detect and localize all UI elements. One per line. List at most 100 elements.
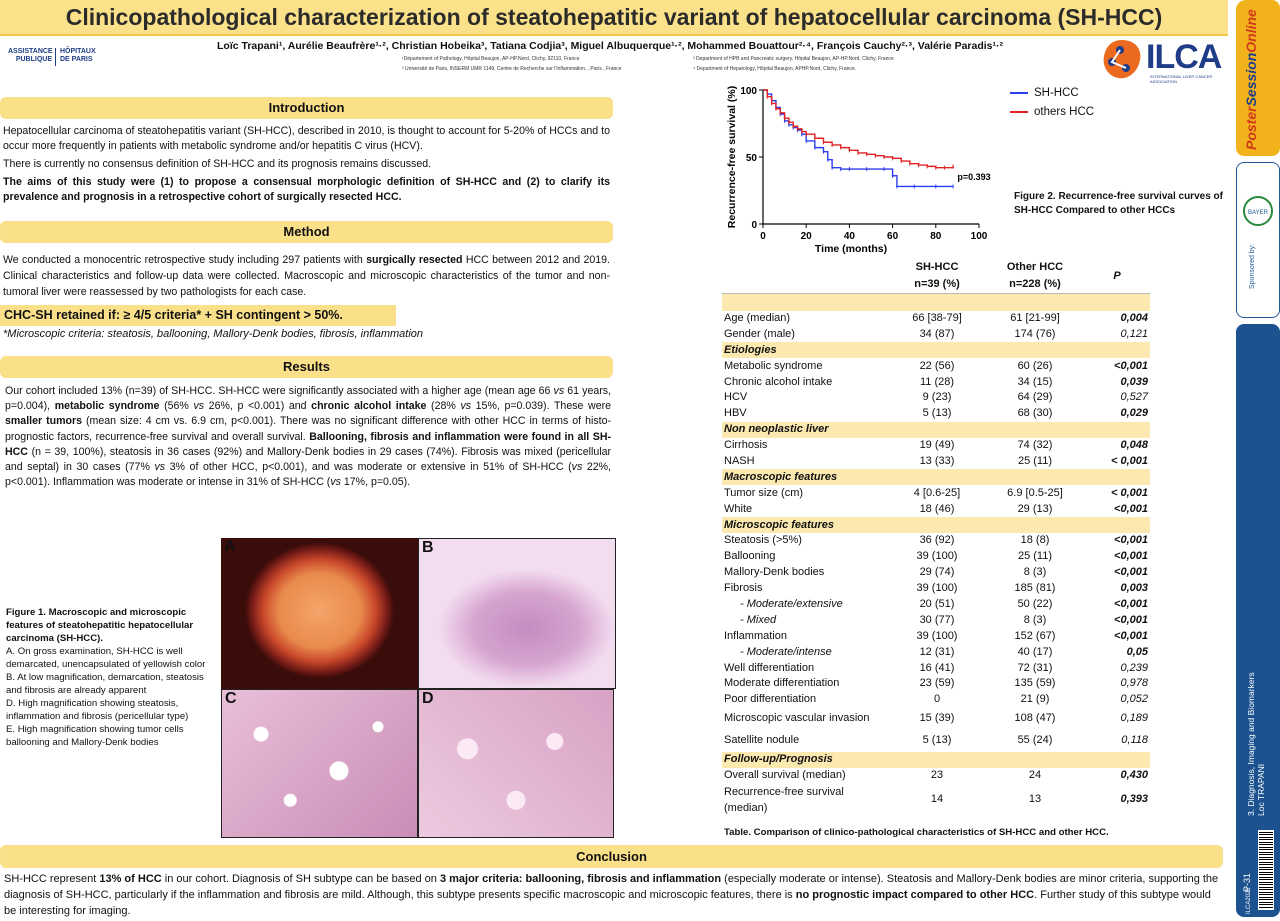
table-row: Tumor size (cm) 4 [0.6-25] 6.9 [0.5-25] < 0… xyxy=(722,485,1150,501)
intro-paragraph-1: Hepatocellular carcinoma of steatohepati… xyxy=(3,125,610,152)
table-header-sh-hcc-n: n=39 (%) xyxy=(914,278,960,290)
table-cell-other-hcc: 108 (47) xyxy=(1014,712,1056,725)
table-header-row: SH-HCC n=39 (%) Other HCC n=228 (%) P xyxy=(722,259,1150,294)
bayer-logo-text: BAYER xyxy=(1248,210,1269,216)
sidebar-brand-3: Online xyxy=(1243,9,1259,53)
conclusion-c4: 3 major criteria: ballooning, fibrosis a… xyxy=(439,873,722,885)
table-cell-p: < 0,001 xyxy=(1110,454,1148,467)
method-text-a: We conducted a monocentric retrospective… xyxy=(3,254,367,266)
table-cell-label: Well differentiation xyxy=(724,661,815,674)
table-cell-sh-hcc: 4 [0.6-25] xyxy=(913,486,961,499)
method-heading: Method xyxy=(0,221,613,243)
table-section-label: Follow-up/Prognosis xyxy=(722,751,1150,768)
table-cell-sh-hcc: 23 xyxy=(930,769,944,782)
sidebar-sponsor-panel: BAYER Sponsored by: xyxy=(1236,162,1280,318)
p-value-annotation: p=0.393 xyxy=(957,172,990,182)
conclusion-text: SH-HCC represent 13% of HCC in our cohor… xyxy=(4,871,1226,919)
table-header-blank xyxy=(722,259,888,294)
table-cell-p: <0,001 xyxy=(1114,597,1148,610)
table-cell-label: Poor differentiation xyxy=(724,693,817,706)
table-cell-other-hcc: 6.9 [0.5-25] xyxy=(1007,486,1063,499)
results-t17: 3% of other HCC, p<0.001), and was moder… xyxy=(165,461,572,474)
photo-d-label: D xyxy=(422,690,434,707)
y-axis-label: Recurrence-free survival (%) xyxy=(726,86,738,228)
survival-chart: 0 20 40 60 80 100 0 50 100 Time (months) Recurrenc… xyxy=(726,86,991,255)
table-header-other-hcc: Other HCC n=228 (%) xyxy=(986,259,1084,294)
legend-item-sh-hcc: SH-HCC xyxy=(1010,84,1094,103)
conclusion-c2: 13% of HCC xyxy=(99,873,162,885)
results-t21: 17%, p=0.05). xyxy=(340,476,411,489)
intro-paragraph-2: There is currently no consensus definiti… xyxy=(3,158,432,170)
y-tick-label: 100 xyxy=(740,86,757,97)
conclusion-c3: in our cohort. Diagnosis of SH subtype c… xyxy=(161,873,440,885)
table-cell-label: Moderate differentiation xyxy=(724,677,840,690)
table-cell-p: 0,978 xyxy=(1120,677,1148,690)
table-header-other-hcc-label: Other HCC xyxy=(1006,261,1064,273)
results-t15: (n = 39, 100%), steatosis in 36 cases (9… xyxy=(5,445,611,474)
table-cell-label: Ballooning xyxy=(724,550,776,563)
series-line-1 xyxy=(763,89,954,169)
table-cell-other-hcc: 55 (24) xyxy=(1017,734,1053,747)
table-caption: Table. Comparison of clinico-pathologica… xyxy=(724,827,1109,838)
results-t12: smaller tumors xyxy=(5,415,82,428)
photo-c-high-magnification: C xyxy=(221,689,418,838)
aphp-logo-divider xyxy=(55,48,56,66)
table-row: Recurrence-free survival (median) 14 13 0,3… xyxy=(722,784,1150,816)
table-row: Metabolic syndrome 22 (56) 60 (26) <0,001 xyxy=(722,358,1150,374)
table-cell-sh-hcc: 18 (46) xyxy=(919,502,955,515)
table-cell-sh-hcc: 5 (13) xyxy=(922,407,952,420)
aphp-logo: ASSISTANCE PUBLIQUE HÔPITAUX DE PARIS xyxy=(8,48,114,70)
table-cell-other-hcc: 61 [21-99] xyxy=(1010,311,1060,324)
table-cell-p: <0,001 xyxy=(1114,534,1148,547)
table-section-label: Etiologies xyxy=(722,342,1150,359)
table-row: - Moderate/extensive 20 (51) 50 (22) <0,001 xyxy=(722,597,1150,613)
y-tick-label: 50 xyxy=(746,153,758,164)
results-t16: vs xyxy=(154,461,166,474)
table-header-p: P xyxy=(1084,259,1150,294)
table-cell-p: < 0,001 xyxy=(1110,486,1148,499)
table-row: - Moderate/intense 12 (31) 40 (17) 0,05 xyxy=(722,644,1150,660)
table-cell-other-hcc: 174 (76) xyxy=(1014,327,1056,340)
x-tick-label: 60 xyxy=(887,231,899,242)
affiliation-1: ¹Département of Pathology, Hôpital Beauj… xyxy=(402,56,580,62)
table-cell-p: <0,001 xyxy=(1114,613,1148,626)
table-cell-other-hcc: 64 (29) xyxy=(1017,391,1053,404)
table-cell-other-hcc: 50 (22) xyxy=(1017,597,1053,610)
table-section-row: Microscopic features xyxy=(722,517,1150,533)
table-cell-other-hcc: 60 (26) xyxy=(1017,359,1053,372)
table-cell-p: 0,430 xyxy=(1120,769,1148,782)
results-t2: vs xyxy=(553,385,565,397)
table-cell-label: Recurrence-free survival (median) xyxy=(724,785,844,814)
table-row: Chronic alcohol intake 11 (28) 34 (15) 0,03… xyxy=(722,374,1150,390)
table-header-other-hcc-n: n=228 (%) xyxy=(1009,278,1061,290)
ilca-wordmark: ILCA xyxy=(1146,38,1222,76)
intro-text: Hepatocellular carcinoma of steatohepati… xyxy=(3,124,610,205)
intro-paragraph-3: The aims of this study were (1) to propo… xyxy=(3,176,610,203)
table-cell-p: 0,039 xyxy=(1120,375,1148,388)
table-cell-sh-hcc: 14 xyxy=(930,793,944,806)
sidebar-topic: 3. Diagnosis, Imaging and Biomarkers xyxy=(1246,672,1256,816)
chart-legend: SH-HCC others HCC xyxy=(1010,84,1094,122)
table-section-label: Non neoplastic liver xyxy=(722,421,1150,438)
table-cell-label: Mallory-Denk bodies xyxy=(724,566,825,579)
sidebar-brand-1: Poster xyxy=(1243,106,1259,150)
ilca-tagline: INTERNATIONAL LIVER CANCER ASSOCIATION xyxy=(1150,74,1213,84)
ilca-logo: ILCA INTERNATIONAL LIVER CANCER ASSOCIAT… xyxy=(1100,36,1228,84)
legend-swatch-sh-hcc xyxy=(1010,91,1028,94)
x-tick-label: 0 xyxy=(760,231,766,242)
table-cell-other-hcc: 40 (17) xyxy=(1017,645,1053,658)
table-cell-other-hcc: 68 (30) xyxy=(1017,407,1053,420)
table-row: Steatosis (>5%) 36 (92) 18 (8) <0,001 xyxy=(722,533,1150,549)
table-cell-other-hcc: 25 (11) xyxy=(1017,550,1053,563)
x-tick-label: 40 xyxy=(844,231,856,242)
intro-heading: Introduction xyxy=(0,97,613,119)
table-section-row: Non neoplastic liver xyxy=(722,421,1150,438)
table-cell-p: 0,048 xyxy=(1120,439,1148,452)
table-cell-p: <0,001 xyxy=(1114,566,1148,579)
series-line-0 xyxy=(763,89,954,188)
sidebar-info-panel: 3. Diagnosis, Imaging and Biomarkers Loc… xyxy=(1236,324,1280,917)
conclusion-c1: SH-HCC represent xyxy=(4,873,100,885)
table-section-label: Microscopic features xyxy=(722,517,1150,533)
table-cell-p: <0,001 xyxy=(1114,550,1148,563)
figure1-caption: Figure 1. Macroscopic and microscopic fe… xyxy=(6,606,216,749)
